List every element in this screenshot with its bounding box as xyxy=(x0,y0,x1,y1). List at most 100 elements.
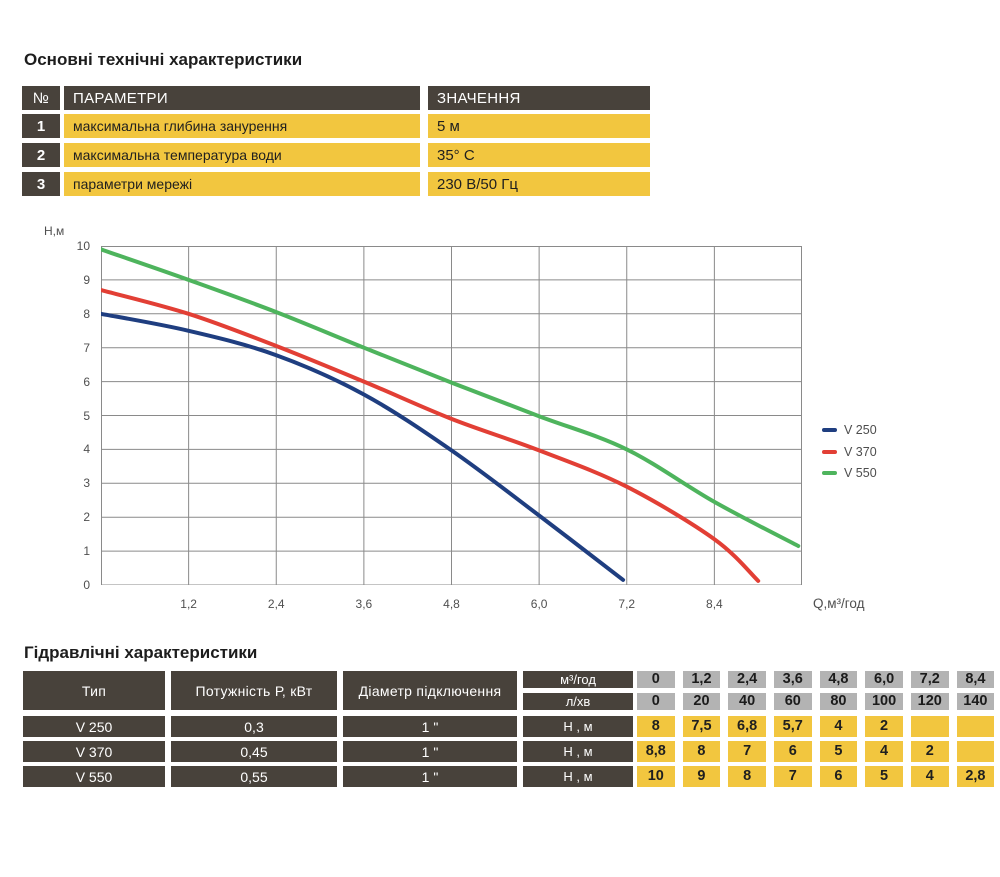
flow-value-cell: 1,2 xyxy=(682,671,721,688)
legend-item-v550: V 550 xyxy=(822,465,877,481)
flow-value-cell: 4,8 xyxy=(819,671,858,688)
head-value-cell: 5 xyxy=(819,741,858,762)
pump-type-cell: V 370 xyxy=(23,741,165,762)
row-value: 35° С xyxy=(428,143,650,167)
legend-dash-icon xyxy=(822,428,837,432)
y-tick-label: 2 xyxy=(83,510,90,525)
lmin-unit-label: л/хв xyxy=(523,693,633,710)
head-value-cell: 6,8 xyxy=(728,716,766,737)
head-value-cell: 9 xyxy=(682,766,721,787)
pump-diameter-cell: 1 " xyxy=(343,741,517,762)
x-tick-label: 8,4 xyxy=(706,597,723,611)
head-value-cell xyxy=(910,716,949,737)
row-num: 1 xyxy=(22,114,60,138)
row-value: 230 В/50 Гц xyxy=(428,172,650,196)
flow-value-cell: 7,2 xyxy=(910,671,949,688)
lmin-value-cell: 80 xyxy=(819,693,858,710)
col-header-param: ПАРАМЕТРИ xyxy=(64,86,420,110)
head-value-cell: 4 xyxy=(865,741,903,762)
hydraulic-col-header: Діаметр підключення xyxy=(343,671,517,710)
flow-value-cell: 0 xyxy=(637,671,675,688)
y-tick-label: 0 xyxy=(83,578,90,592)
head-value-cell: 7 xyxy=(773,766,812,787)
lmin-value-cell: 20 xyxy=(682,693,721,710)
lmin-value-cell: 120 xyxy=(910,693,949,710)
lmin-value-cell: 40 xyxy=(728,693,766,710)
lmin-value-cell: 0 xyxy=(637,693,675,710)
x-axis-title: Q,м³/год xyxy=(813,596,865,611)
row-value: 5 м xyxy=(428,114,650,138)
curve-v250 xyxy=(101,311,626,582)
head-value-cell: 4 xyxy=(819,716,858,737)
head-value-cell: 8 xyxy=(637,716,675,737)
lmin-value-cell: 140 xyxy=(956,693,995,710)
head-value-cell: 7 xyxy=(728,741,766,762)
legend-dash-icon xyxy=(822,449,837,454)
x-tick-label: 3,6 xyxy=(355,597,373,611)
x-tick-label: 1,2 xyxy=(180,597,197,611)
pump-power-cell: 0,3 xyxy=(171,716,337,737)
flow-value-cell: 6,0 xyxy=(865,671,903,688)
row-param: максимальна глибина занурення xyxy=(64,114,420,138)
y-tick-label: 10 xyxy=(76,239,90,253)
pump-type-cell: V 250 xyxy=(23,716,165,737)
row-param: максимальна температура води xyxy=(64,143,420,167)
y-tick-label: 5 xyxy=(83,408,90,423)
col-header-value: ЗНАЧЕННЯ xyxy=(428,86,650,110)
head-value-cell: 8 xyxy=(728,766,766,787)
y-tick-label: 8 xyxy=(83,306,90,321)
head-value-cell xyxy=(956,716,995,737)
main-specs-title: Основні технічні характеристики xyxy=(24,50,303,69)
head-unit-label: Н , м xyxy=(523,766,633,787)
head-value-cell: 6 xyxy=(819,766,858,787)
lmin-value-cell: 100 xyxy=(865,693,903,710)
lmin-value-cell: 60 xyxy=(773,693,812,710)
x-tick-label: 2,4 xyxy=(267,597,285,611)
y-tick-label: 4 xyxy=(83,442,90,457)
curve-v550 xyxy=(101,247,801,548)
pump-diameter-cell: 1 " xyxy=(343,716,517,737)
x-tick-label: 6,0 xyxy=(530,597,548,611)
legend-label: V 370 xyxy=(844,444,877,459)
head-value-cell: 6 xyxy=(773,741,812,762)
head-value-cell: 8 xyxy=(682,741,721,762)
legend-item-v370: V 370 xyxy=(822,444,877,460)
row-num: 2 xyxy=(22,143,60,167)
y-tick-label: 7 xyxy=(83,340,90,355)
x-tick-label: 7,2 xyxy=(618,597,636,611)
legend-dash-icon xyxy=(822,471,837,475)
curve-v370 xyxy=(101,288,761,583)
x-tick-label: 4,8 xyxy=(443,597,460,611)
pump-power-cell: 0,45 xyxy=(171,741,337,762)
head-value-cell xyxy=(956,741,995,762)
head-value-cell: 7,5 xyxy=(682,716,721,737)
y-axis-title: Н,м xyxy=(44,224,65,238)
col-header-num: № xyxy=(22,86,60,110)
head-value-cell: 8,8 xyxy=(637,741,675,762)
flow-value-cell: 3,6 xyxy=(773,671,812,688)
row-param: параметри мережі xyxy=(64,172,420,196)
y-tick-label: 6 xyxy=(83,374,90,389)
flow-unit-label: м³/год xyxy=(523,671,633,688)
y-tick-label: 1 xyxy=(83,544,90,559)
pump-power-cell: 0,55 xyxy=(171,766,337,787)
y-tick-label: 3 xyxy=(83,476,90,491)
pump-type-cell: V 550 xyxy=(23,766,165,787)
head-value-cell: 5 xyxy=(865,766,903,787)
flow-value-cell: 2,4 xyxy=(728,671,766,688)
hydraulic-col-header: Потужність Р, кВт xyxy=(171,671,337,710)
y-tick-label: 9 xyxy=(83,272,90,287)
head-unit-label: Н , м xyxy=(523,716,633,737)
head-value-cell: 5,7 xyxy=(773,716,812,737)
head-value-cell: 10 xyxy=(637,766,675,787)
head-value-cell: 2 xyxy=(910,741,949,762)
legend-item-v250: V 250 xyxy=(822,422,877,438)
head-value-cell: 2,8 xyxy=(956,766,995,787)
hydraulic-title: Гідравлічні характеристики xyxy=(24,643,258,662)
head-value-cell: 2 xyxy=(865,716,903,737)
head-value-cell: 4 xyxy=(910,766,949,787)
pump-diameter-cell: 1 " xyxy=(343,766,517,787)
legend-label: V 550 xyxy=(844,466,877,480)
flow-value-cell: 8,4 xyxy=(956,671,995,688)
